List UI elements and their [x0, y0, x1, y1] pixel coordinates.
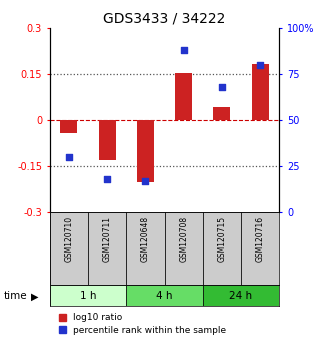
Bar [50, 285, 126, 306]
Point [143, 178, 148, 184]
Text: ▶: ▶ [31, 291, 38, 301]
Bar [213, 107, 230, 120]
Text: GSM120648: GSM120648 [141, 216, 150, 262]
Bar [203, 212, 241, 285]
Text: GSM120710: GSM120710 [65, 216, 74, 262]
Bar [252, 64, 269, 120]
Text: GSM120711: GSM120711 [103, 216, 112, 262]
Text: 1 h: 1 h [80, 291, 96, 301]
Point [219, 84, 224, 90]
Point [181, 47, 186, 53]
Bar [126, 285, 203, 306]
Bar [50, 212, 88, 285]
Bar [164, 212, 203, 285]
Bar [126, 212, 164, 285]
Bar [241, 212, 279, 285]
Bar [99, 120, 116, 160]
Text: time: time [3, 291, 27, 301]
Legend: log10 ratio, percentile rank within the sample: log10 ratio, percentile rank within the … [58, 313, 227, 336]
Bar [88, 212, 126, 285]
Bar [203, 285, 279, 306]
Point [257, 62, 263, 68]
Point [105, 176, 110, 182]
Text: 4 h: 4 h [156, 291, 173, 301]
Text: GSM120708: GSM120708 [179, 216, 188, 262]
Title: GDS3433 / 34222: GDS3433 / 34222 [103, 12, 226, 26]
Point [66, 154, 72, 160]
Text: GSM120716: GSM120716 [256, 216, 265, 262]
Bar [137, 120, 154, 182]
Text: GSM120715: GSM120715 [217, 216, 226, 262]
Text: 24 h: 24 h [230, 291, 253, 301]
Bar [60, 120, 77, 133]
Bar [175, 73, 192, 120]
